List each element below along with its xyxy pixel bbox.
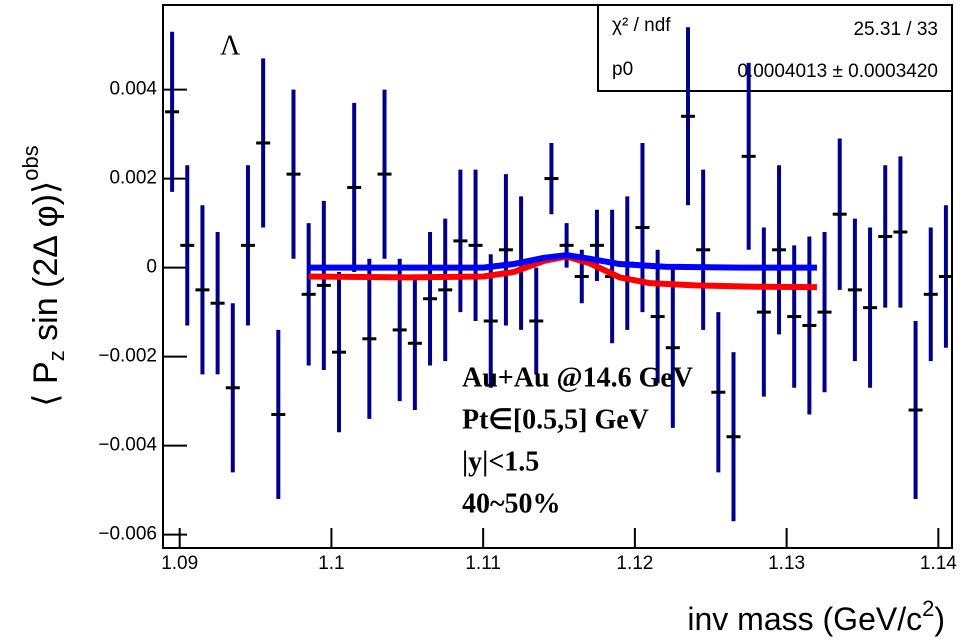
x-tick-label: 1.09 — [161, 553, 198, 574]
y-tick-label: −0.004 — [98, 435, 157, 456]
x-title-sup: 2 — [922, 596, 934, 621]
x-tick-label: 1.13 — [768, 553, 805, 574]
x-title-end: ) — [934, 601, 945, 637]
y-tick-label: 0.004 — [109, 79, 157, 100]
y-title-sup: obs — [18, 145, 43, 180]
y-tick-label: 0 — [146, 257, 157, 278]
fit-curve — [308, 252, 817, 271]
y-title-sub: z — [44, 350, 69, 361]
x-tick-label: 1.1 — [318, 553, 344, 574]
stats-frame — [597, 4, 953, 92]
x-tick-label: 1.11 — [465, 553, 501, 574]
x-tick-label: 1.14 — [920, 553, 957, 574]
annotation: Au+Au @14.6 GeV Pt∈[0.5,5] GeV |y|<1.5 40~5… — [462, 362, 693, 519]
annotation-line: Pt∈[0.5,5] GeV — [462, 404, 649, 435]
particle-label: Λ — [220, 30, 241, 61]
y-title-main: ⟨ P — [27, 361, 65, 406]
y-tick-label: −0.002 — [98, 346, 157, 367]
annotation-line: |y|<1.5 — [462, 446, 539, 477]
x-axis-title: inv mass (GeV/c2) — [687, 596, 945, 638]
x-title-main: inv mass (GeV/c — [687, 601, 922, 637]
fit-curve — [308, 253, 817, 291]
y-axis-title: ⟨ Pz sin (2Δ φ)⟩obs — [18, 145, 69, 406]
y-tick-label: −0.006 — [98, 524, 157, 545]
stats-box: χ² / ndf 25.31 / 33 p0 0.0004013 ± 0.000… — [597, 4, 953, 92]
y-title-rest: sin (2Δ φ)⟩ — [27, 181, 65, 351]
stats-label: χ² / ndf — [612, 15, 671, 36]
y-tick-label: 0.002 — [109, 168, 157, 189]
stats-label: p0 — [612, 59, 633, 80]
stats-value: 0.0004013 ± 0.0003420 — [737, 61, 938, 82]
x-tick-label: 1.12 — [616, 553, 653, 574]
stats-value: 25.31 / 33 — [853, 19, 938, 40]
annotation-line: Au+Au @14.6 GeV — [462, 362, 693, 393]
annotation-line: 40~50% — [462, 488, 561, 519]
